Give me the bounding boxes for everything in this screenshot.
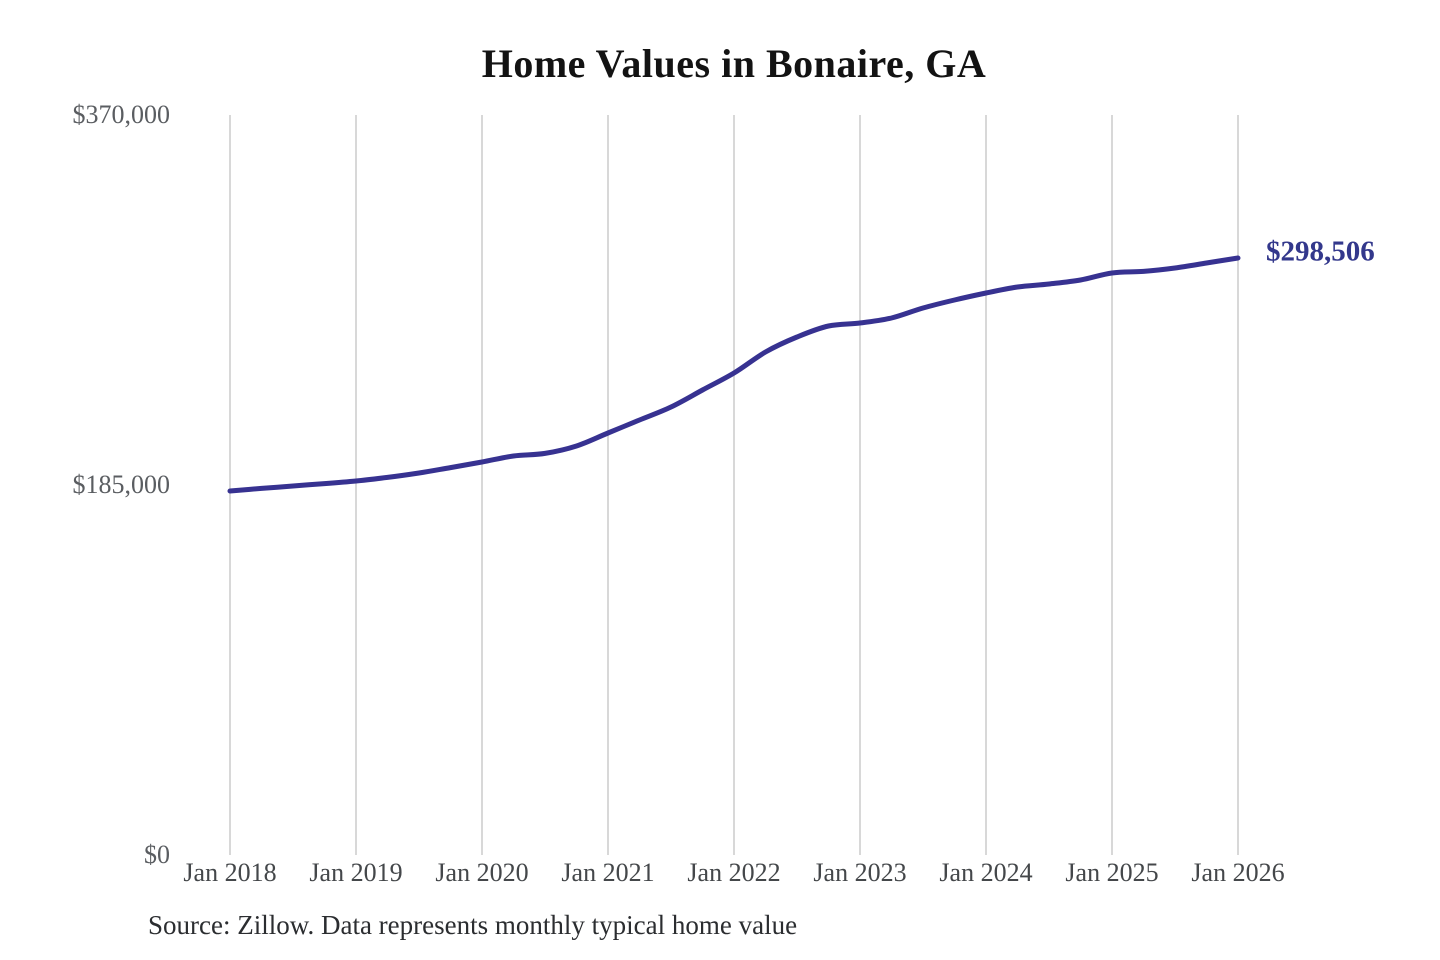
- x-axis-tick-label: Jan 2022: [687, 858, 781, 887]
- y-axis-tick-label: $0: [144, 840, 170, 869]
- x-axis-tick-label: Jan 2020: [435, 858, 529, 887]
- x-axis-tick-label: Jan 2024: [939, 858, 1033, 887]
- y-axis-tick-label: $370,000: [72, 100, 171, 129]
- home-value-line: [227, 255, 1241, 494]
- x-axis-tick-label: Jan 2025: [1065, 858, 1159, 887]
- end-value-label: $298,506: [1266, 235, 1375, 268]
- x-axis-tick-label: Jan 2026: [1191, 858, 1285, 887]
- x-axis-tick-label: Jan 2021: [561, 858, 655, 887]
- x-axis-tick-label: Jan 2023: [813, 858, 907, 887]
- chart-title: Home Values in Bonaire, GA: [481, 41, 987, 86]
- x-axis-tick-label: Jan 2019: [309, 858, 403, 887]
- gridline-group: [229, 115, 1239, 855]
- y-axis-tick-label: $185,000: [72, 470, 171, 499]
- source-note: Source: Zillow. Data represents monthly …: [148, 910, 798, 940]
- x-axis-tick-label: Jan 2018: [183, 858, 277, 887]
